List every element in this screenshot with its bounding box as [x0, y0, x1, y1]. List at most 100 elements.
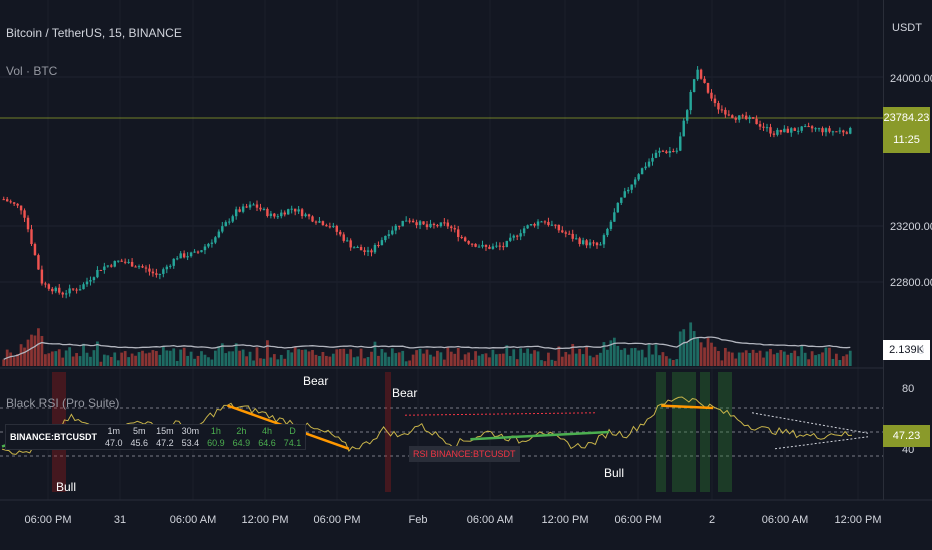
volume-bar	[266, 340, 269, 366]
volume-bar	[814, 355, 817, 366]
volume-bar	[279, 354, 283, 366]
candle-body	[120, 260, 123, 262]
volume-bar	[75, 353, 78, 366]
candle-body	[339, 231, 342, 235]
candle-body	[654, 152, 658, 158]
volume-bar	[373, 341, 377, 366]
volume-bar	[325, 355, 328, 366]
volume-bar	[470, 359, 474, 366]
candle-body	[703, 78, 706, 83]
candle-body	[12, 202, 16, 204]
candle-body	[682, 120, 685, 137]
candle-body	[359, 246, 363, 251]
mtf-val: 64.9	[232, 438, 251, 448]
volume-bar	[23, 347, 26, 366]
candle-body	[571, 233, 574, 239]
candle-body	[127, 261, 130, 263]
candle-body	[328, 226, 332, 228]
time-tick: 31	[113, 514, 127, 526]
volume-bar	[734, 358, 738, 366]
candle-body	[366, 250, 370, 252]
volume-bar	[460, 359, 464, 366]
volume-bar	[689, 322, 693, 366]
candle-body	[75, 289, 78, 291]
candle-body	[300, 209, 304, 217]
candle-body	[463, 237, 467, 241]
rsi-overbought-zone	[656, 372, 666, 492]
candle-body	[304, 214, 307, 217]
volume-bar	[647, 343, 651, 366]
volume-bar	[467, 352, 471, 366]
volume-bar	[744, 350, 748, 366]
volume-bar	[547, 352, 550, 366]
candle-body	[491, 246, 495, 249]
candle-body	[835, 131, 838, 133]
candle-body	[755, 118, 758, 125]
candle-body	[321, 221, 325, 226]
time-tick: 12:00 PM	[834, 514, 882, 526]
volume-bar	[540, 360, 543, 366]
candle-body	[92, 277, 96, 281]
volume-bar	[207, 357, 210, 366]
volume-bar	[33, 335, 37, 366]
volume-bar	[685, 342, 689, 366]
candle-body	[699, 69, 703, 79]
volume-bar	[203, 354, 207, 366]
candle-body	[772, 133, 776, 135]
candle-body	[842, 130, 845, 133]
candle-body	[637, 174, 640, 180]
volume-bar	[592, 357, 595, 366]
candle-body	[356, 246, 359, 248]
candle-body	[269, 213, 273, 217]
volume-bar	[377, 355, 380, 366]
volume-bar	[633, 347, 637, 366]
candle-body	[793, 128, 796, 131]
candle-body	[727, 114, 731, 116]
candle-body	[592, 242, 595, 244]
bull-divergence-label: Bull	[56, 480, 77, 494]
volume-bar	[106, 355, 110, 366]
candle-body	[845, 132, 849, 134]
volume-bar	[102, 354, 106, 366]
volume-bar	[359, 348, 363, 366]
candle-body	[540, 221, 543, 223]
volume-bar	[769, 349, 772, 366]
rsi-symbol-badge: RSI BINANCE:BTCUSDT	[409, 446, 520, 462]
candle-body	[9, 201, 12, 203]
volume-bar	[57, 349, 61, 366]
candle-body	[554, 224, 557, 226]
candle-body	[481, 244, 484, 247]
price-axis-divider	[883, 0, 884, 500]
bull-divergence-line	[470, 430, 610, 441]
candle-body	[696, 69, 699, 80]
volume-bar	[311, 350, 314, 366]
volume-bar	[318, 356, 321, 366]
volume-bar	[786, 354, 790, 366]
volume-bar	[772, 354, 776, 366]
volume-bar	[276, 359, 280, 366]
volume-bar	[390, 348, 394, 366]
candle-body	[640, 168, 644, 175]
candle-body	[217, 231, 221, 238]
rsi-overbought-zone	[700, 372, 710, 492]
candle-body	[16, 203, 19, 206]
candle-body	[179, 253, 182, 259]
volume-bar	[366, 357, 370, 366]
volume-bar	[82, 343, 85, 366]
candle-body	[828, 128, 831, 132]
volume-bar	[380, 349, 384, 366]
candle-body	[262, 208, 266, 210]
candle-body	[561, 230, 564, 233]
volume-bar	[227, 351, 231, 366]
candle-body	[599, 244, 602, 246]
volume-ma-line	[3, 336, 851, 360]
mtf-val: 47.0	[105, 438, 123, 448]
candle-body	[196, 251, 200, 253]
candle-body	[363, 250, 366, 252]
volume-bar	[314, 354, 318, 366]
candle-body	[446, 222, 450, 227]
volume-bar	[453, 353, 457, 366]
volume-bar	[706, 336, 710, 366]
volume-bar	[321, 351, 325, 366]
